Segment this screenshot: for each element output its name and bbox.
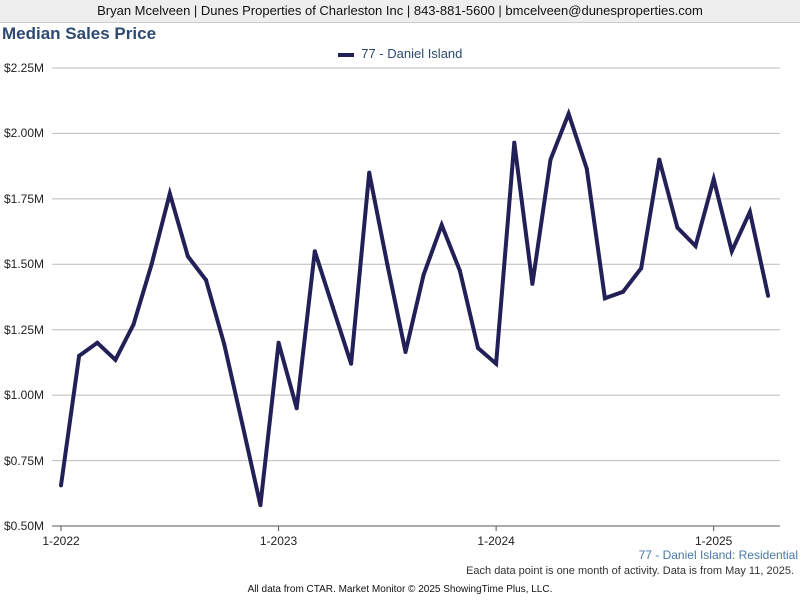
data-note: Each data point is one month of activity… xyxy=(466,565,794,577)
data-point xyxy=(512,140,517,145)
data-point xyxy=(276,340,281,345)
data-point xyxy=(149,262,154,267)
data-point xyxy=(548,157,553,162)
x-tick-label: 1-2024 xyxy=(477,534,515,548)
data-point xyxy=(131,322,136,327)
data-point xyxy=(185,254,190,259)
data-point xyxy=(602,296,607,301)
data-point xyxy=(258,503,263,508)
data-point xyxy=(675,225,680,230)
data-point xyxy=(403,349,408,354)
legend-swatch xyxy=(337,52,354,57)
data-point xyxy=(657,157,662,162)
data-point xyxy=(584,166,589,171)
chart-title: Median Sales Price xyxy=(2,24,157,43)
data-point xyxy=(367,170,372,175)
data-point xyxy=(204,277,209,282)
data-point xyxy=(693,243,698,248)
data-point xyxy=(439,223,444,228)
data-point xyxy=(639,266,644,271)
contact-header: Bryan Mcelveen | Dunes Properties of Cha… xyxy=(0,0,800,23)
data-point xyxy=(240,421,245,426)
data-point xyxy=(294,406,299,411)
contact-text: Bryan Mcelveen | Dunes Properties of Cha… xyxy=(97,3,703,18)
data-point xyxy=(530,281,535,286)
data-point xyxy=(475,346,480,351)
data-point xyxy=(95,340,100,345)
x-tick-label: 1-2022 xyxy=(42,534,80,548)
data-point xyxy=(59,483,63,488)
data-point xyxy=(621,289,626,294)
y-tick-label: $1.00M xyxy=(3,388,44,403)
data-point xyxy=(113,357,118,362)
x-tick-label: 1-2025 xyxy=(694,534,733,548)
x-tick-label: 1-2023 xyxy=(259,534,298,548)
y-tick-label: $1.25M xyxy=(3,322,44,337)
y-tick-label: $0.50M xyxy=(3,519,44,533)
series-line xyxy=(59,107,771,506)
y-tick-label: $1.75M xyxy=(3,191,44,206)
data-point xyxy=(349,361,354,366)
data-point xyxy=(385,262,390,267)
chart-subtitle: 77 - Daniel Island: Residential xyxy=(638,548,798,562)
y-tick-label: $2.25M xyxy=(3,61,44,75)
y-tick-label: $0.75M xyxy=(3,453,44,468)
data-point xyxy=(167,191,172,196)
data-point xyxy=(421,272,426,277)
data-point xyxy=(711,177,716,182)
data-point xyxy=(766,293,771,298)
data-point xyxy=(330,305,335,310)
data-point xyxy=(729,249,734,254)
footer-credit: All data from CTAR. Market Monitor © 202… xyxy=(247,584,553,595)
data-point xyxy=(457,268,462,273)
chart-legend: 77 - Daniel Island xyxy=(0,46,800,61)
data-point xyxy=(566,111,571,116)
data-point xyxy=(494,361,499,366)
legend-label: 77 - Daniel Island xyxy=(361,46,463,61)
y-tick-label: $2.00M xyxy=(3,126,44,141)
data-point xyxy=(312,249,317,254)
data-point xyxy=(747,209,752,214)
data-point xyxy=(222,342,227,347)
y-tick-label: $1.50M xyxy=(3,257,44,272)
data-point xyxy=(77,353,82,358)
